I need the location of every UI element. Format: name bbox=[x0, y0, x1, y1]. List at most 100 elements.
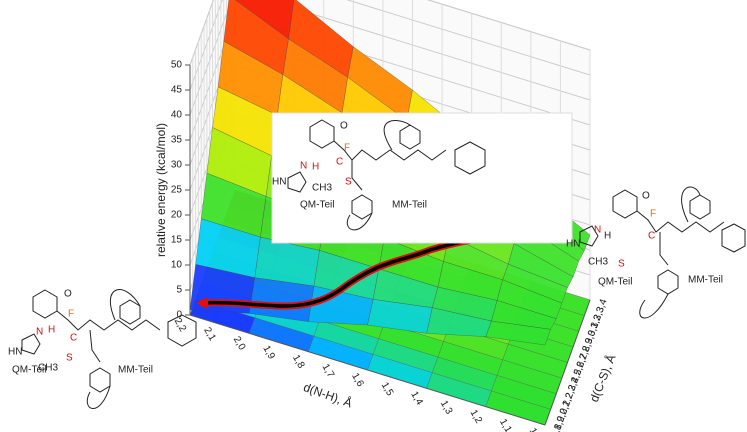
product-structure: F H C S N O CH3 HN QM-Teil MM-Teil bbox=[566, 186, 746, 319]
z-tick-label: 5 bbox=[176, 285, 182, 296]
z-tick-label: 50 bbox=[171, 60, 183, 71]
atom-label: H bbox=[604, 231, 611, 242]
y-tick-label: 2,6 bbox=[572, 360, 587, 377]
atom-label: F bbox=[344, 143, 350, 154]
backbone bbox=[56, 310, 161, 331]
y-tick-label: 3,3 bbox=[592, 305, 607, 322]
z-tick-label: 15 bbox=[171, 235, 183, 246]
atom-label: N bbox=[594, 225, 601, 236]
piperazine-ring bbox=[454, 141, 486, 175]
piperazine-ring bbox=[721, 223, 746, 253]
qm-label: QM-Teil bbox=[598, 277, 632, 288]
x-tick-label: 1,3 bbox=[438, 399, 455, 417]
x-tick-label: 1,5 bbox=[379, 380, 396, 398]
phenyl-ring bbox=[309, 119, 335, 149]
y-tick-label: 2,9 bbox=[581, 336, 596, 353]
phenyl-ring bbox=[612, 189, 638, 219]
atom-label: O bbox=[642, 191, 650, 202]
z-tick-label: 35 bbox=[171, 135, 183, 146]
x-tick-label: 1,0 bbox=[527, 426, 544, 432]
atom-label: S bbox=[345, 177, 352, 188]
surface-cell bbox=[485, 320, 551, 346]
atom-label: C bbox=[648, 231, 655, 242]
path-arrow-tail bbox=[196, 297, 208, 309]
atom-label: CH3 bbox=[588, 257, 608, 268]
phenyl-ring bbox=[399, 124, 421, 150]
imidazole-ring bbox=[21, 333, 41, 355]
atom-label: F bbox=[650, 209, 656, 220]
atom-label: S bbox=[66, 353, 73, 364]
phenyl-ring bbox=[119, 299, 141, 325]
backbone bbox=[333, 140, 447, 161]
z-tick-label: 30 bbox=[171, 160, 183, 171]
y-tick-label: 2,5 bbox=[569, 368, 584, 385]
macrocycle-loop bbox=[639, 186, 701, 319]
x-tick-label: 1,4 bbox=[408, 390, 425, 408]
backbone bbox=[636, 210, 725, 233]
imidazole-ring bbox=[287, 171, 307, 193]
atom-label: H bbox=[312, 162, 319, 173]
x-tick-label: 1,6 bbox=[349, 371, 366, 389]
y-tick-label: 2,3 bbox=[564, 383, 579, 400]
inset-box bbox=[271, 112, 573, 244]
x-tick-label: 2,1 bbox=[201, 325, 218, 343]
side-chain bbox=[659, 232, 669, 266]
y-tick-label: 2,0 bbox=[555, 407, 570, 424]
y-tick-label: 3,4 bbox=[595, 297, 610, 314]
z-axis-title: relative energy (kcal/mol) bbox=[154, 123, 168, 257]
x-tick-label: 1,7 bbox=[320, 362, 337, 380]
atom-label: F bbox=[68, 309, 74, 320]
atom-label: HN bbox=[272, 177, 286, 188]
phenyl-ring bbox=[89, 367, 111, 393]
z-tick-label: 40 bbox=[171, 110, 183, 121]
y-tick-label: 3,2 bbox=[589, 313, 604, 330]
atom-label: H bbox=[48, 325, 55, 336]
y-tick-label: 3,0 bbox=[583, 328, 598, 345]
y-tick-label: 2,1 bbox=[558, 399, 573, 416]
macrocycle-loop bbox=[86, 289, 141, 409]
side-chain bbox=[351, 160, 363, 191]
inset-structure: F H C S N O CH3 HN QM-Teil MM-Teil bbox=[271, 112, 573, 244]
z-tick-label: 10 bbox=[171, 260, 183, 271]
x-tick-label: 1,1 bbox=[497, 417, 514, 432]
imidazole-ring bbox=[579, 225, 599, 247]
reactant-structure: F H C S N O CH3 HN QM-Teil MM-Teil bbox=[8, 289, 197, 409]
atom-label: HN bbox=[566, 239, 580, 250]
x-tick-label: 1,9 bbox=[260, 344, 277, 362]
y-tick-label: 2,7 bbox=[575, 352, 590, 369]
y-tick-label: 2,2 bbox=[561, 391, 576, 408]
phenyl-ring bbox=[689, 194, 711, 220]
atom-label: N bbox=[300, 161, 307, 172]
atom-label: S bbox=[618, 259, 625, 270]
z-tick-label: 0 bbox=[176, 310, 182, 321]
z-tick-label: 45 bbox=[171, 85, 183, 96]
mm-label: MM-Teil bbox=[688, 275, 723, 286]
phenyl-ring bbox=[351, 194, 373, 220]
x-tick-label: 1,8 bbox=[290, 353, 307, 371]
atom-label: C bbox=[336, 157, 343, 168]
z-tick-label: 25 bbox=[171, 185, 183, 196]
y-tick-label: 1,8 bbox=[550, 422, 565, 432]
phenyl-ring bbox=[657, 269, 679, 295]
qm-label: QM-Teil bbox=[12, 365, 46, 376]
y-tick-label: 2,4 bbox=[566, 375, 581, 392]
atom-label: C bbox=[70, 333, 77, 344]
atom-label: N bbox=[36, 327, 43, 338]
mm-label: MM-Teil bbox=[392, 200, 427, 211]
side-chain bbox=[89, 329, 101, 363]
x-tick-label: 2,0 bbox=[231, 335, 248, 353]
x-tick-label: 1,2 bbox=[467, 408, 484, 426]
x-axis-title: d(N-H), Å bbox=[302, 379, 355, 410]
x-axis bbox=[189, 314, 546, 426]
qm-label: QM-Teil bbox=[300, 200, 334, 211]
phenyl-ring bbox=[32, 289, 58, 319]
macrocycle-loop bbox=[346, 120, 411, 231]
atom-label: CH3 bbox=[38, 363, 58, 374]
y-axis bbox=[544, 299, 591, 426]
atom-label: CH3 bbox=[312, 183, 332, 194]
atom-label: O bbox=[64, 289, 72, 300]
y-tick-label: 1,9 bbox=[552, 414, 567, 431]
atom-label: O bbox=[340, 121, 348, 132]
y-axis-title: d(C-S), Å bbox=[586, 352, 619, 404]
